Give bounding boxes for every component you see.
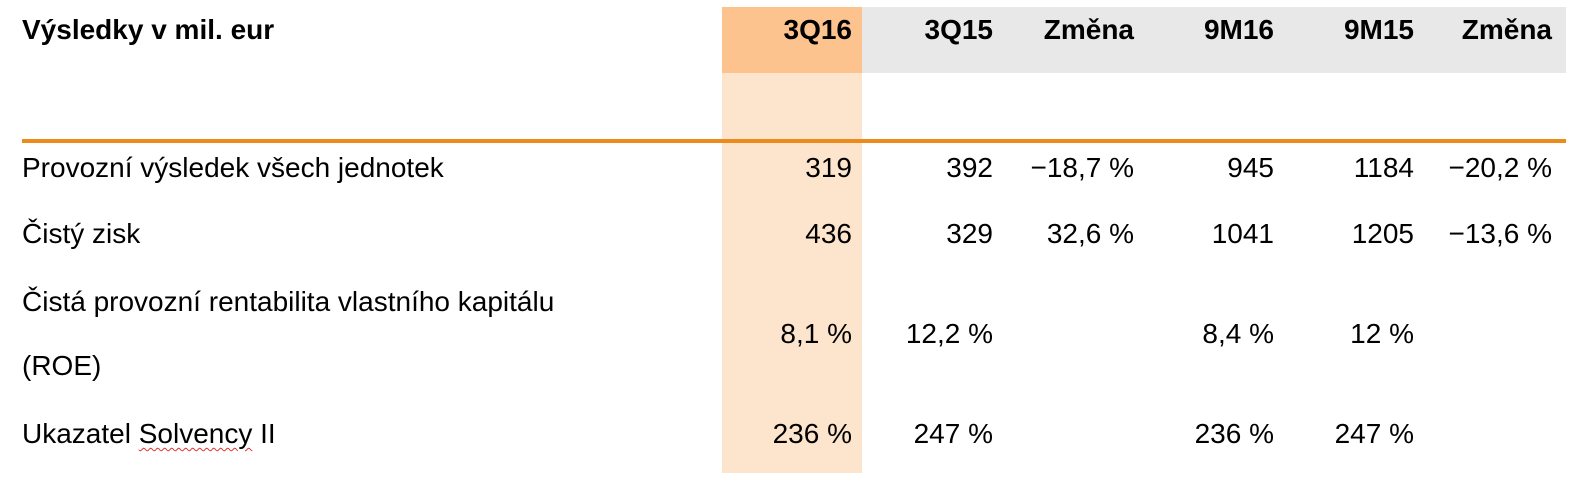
row-label-solvency-ii: Ukazatel Solvency II [22,418,276,450]
table-cell: 1184 [1353,152,1414,183]
table-cell: 236 % [1194,418,1274,449]
table-cell: 392 [946,152,993,183]
table-cell: 247 % [1334,418,1414,449]
column-header-3q15: 3Q15 [924,14,994,45]
table-cell: 1205 [1351,218,1414,249]
highlight-header-cell [722,7,862,73]
row-label-text: II [252,418,276,449]
column-header-9m16: 9M16 [1203,14,1274,45]
table-cell: 436 [805,218,852,249]
table-cell: 319 [805,152,852,183]
table-cell: 8,1 % [780,318,852,349]
table-cell: 945 [1227,152,1274,183]
row-label-roe-line1: Čistá provozní rentabilita vlastního kap… [22,286,555,317]
table-cell: 1041 [1211,218,1274,249]
table-cell: 12 % [1350,318,1414,349]
column-header-9m15: 9M15 [1343,14,1414,45]
column-header-3q16: 3Q16 [783,14,853,45]
table-cell: 8,4 % [1202,318,1274,349]
header-background [862,7,1566,73]
table-cell: −20,2 % [1448,152,1552,183]
column-header-change-9m: Změna [1461,14,1552,45]
table-cell: 329 [946,218,993,249]
row-label-text: Ukazatel [22,418,139,449]
table-title: Výsledky v mil. eur [22,14,275,45]
column-header-change-q: Změna [1043,14,1134,45]
table-cell: −13,6 % [1448,218,1552,249]
table-cell: 247 % [913,418,993,449]
header-divider [22,139,1566,143]
table-cell: 236 % [772,418,852,449]
table-cell: 12,2 % [905,318,993,349]
highlight-column [722,73,862,473]
table-cell: 32,6 % [1046,218,1134,249]
spellcheck-underlined-word: Solvency [138,418,253,449]
table-cell: −18,7 % [1030,152,1134,183]
row-label-operating-result: Provozní výsledek všech jednotek [22,152,444,183]
row-label-net-profit: Čistý zisk [22,218,141,249]
row-label-roe-line2: (ROE) [22,350,102,381]
